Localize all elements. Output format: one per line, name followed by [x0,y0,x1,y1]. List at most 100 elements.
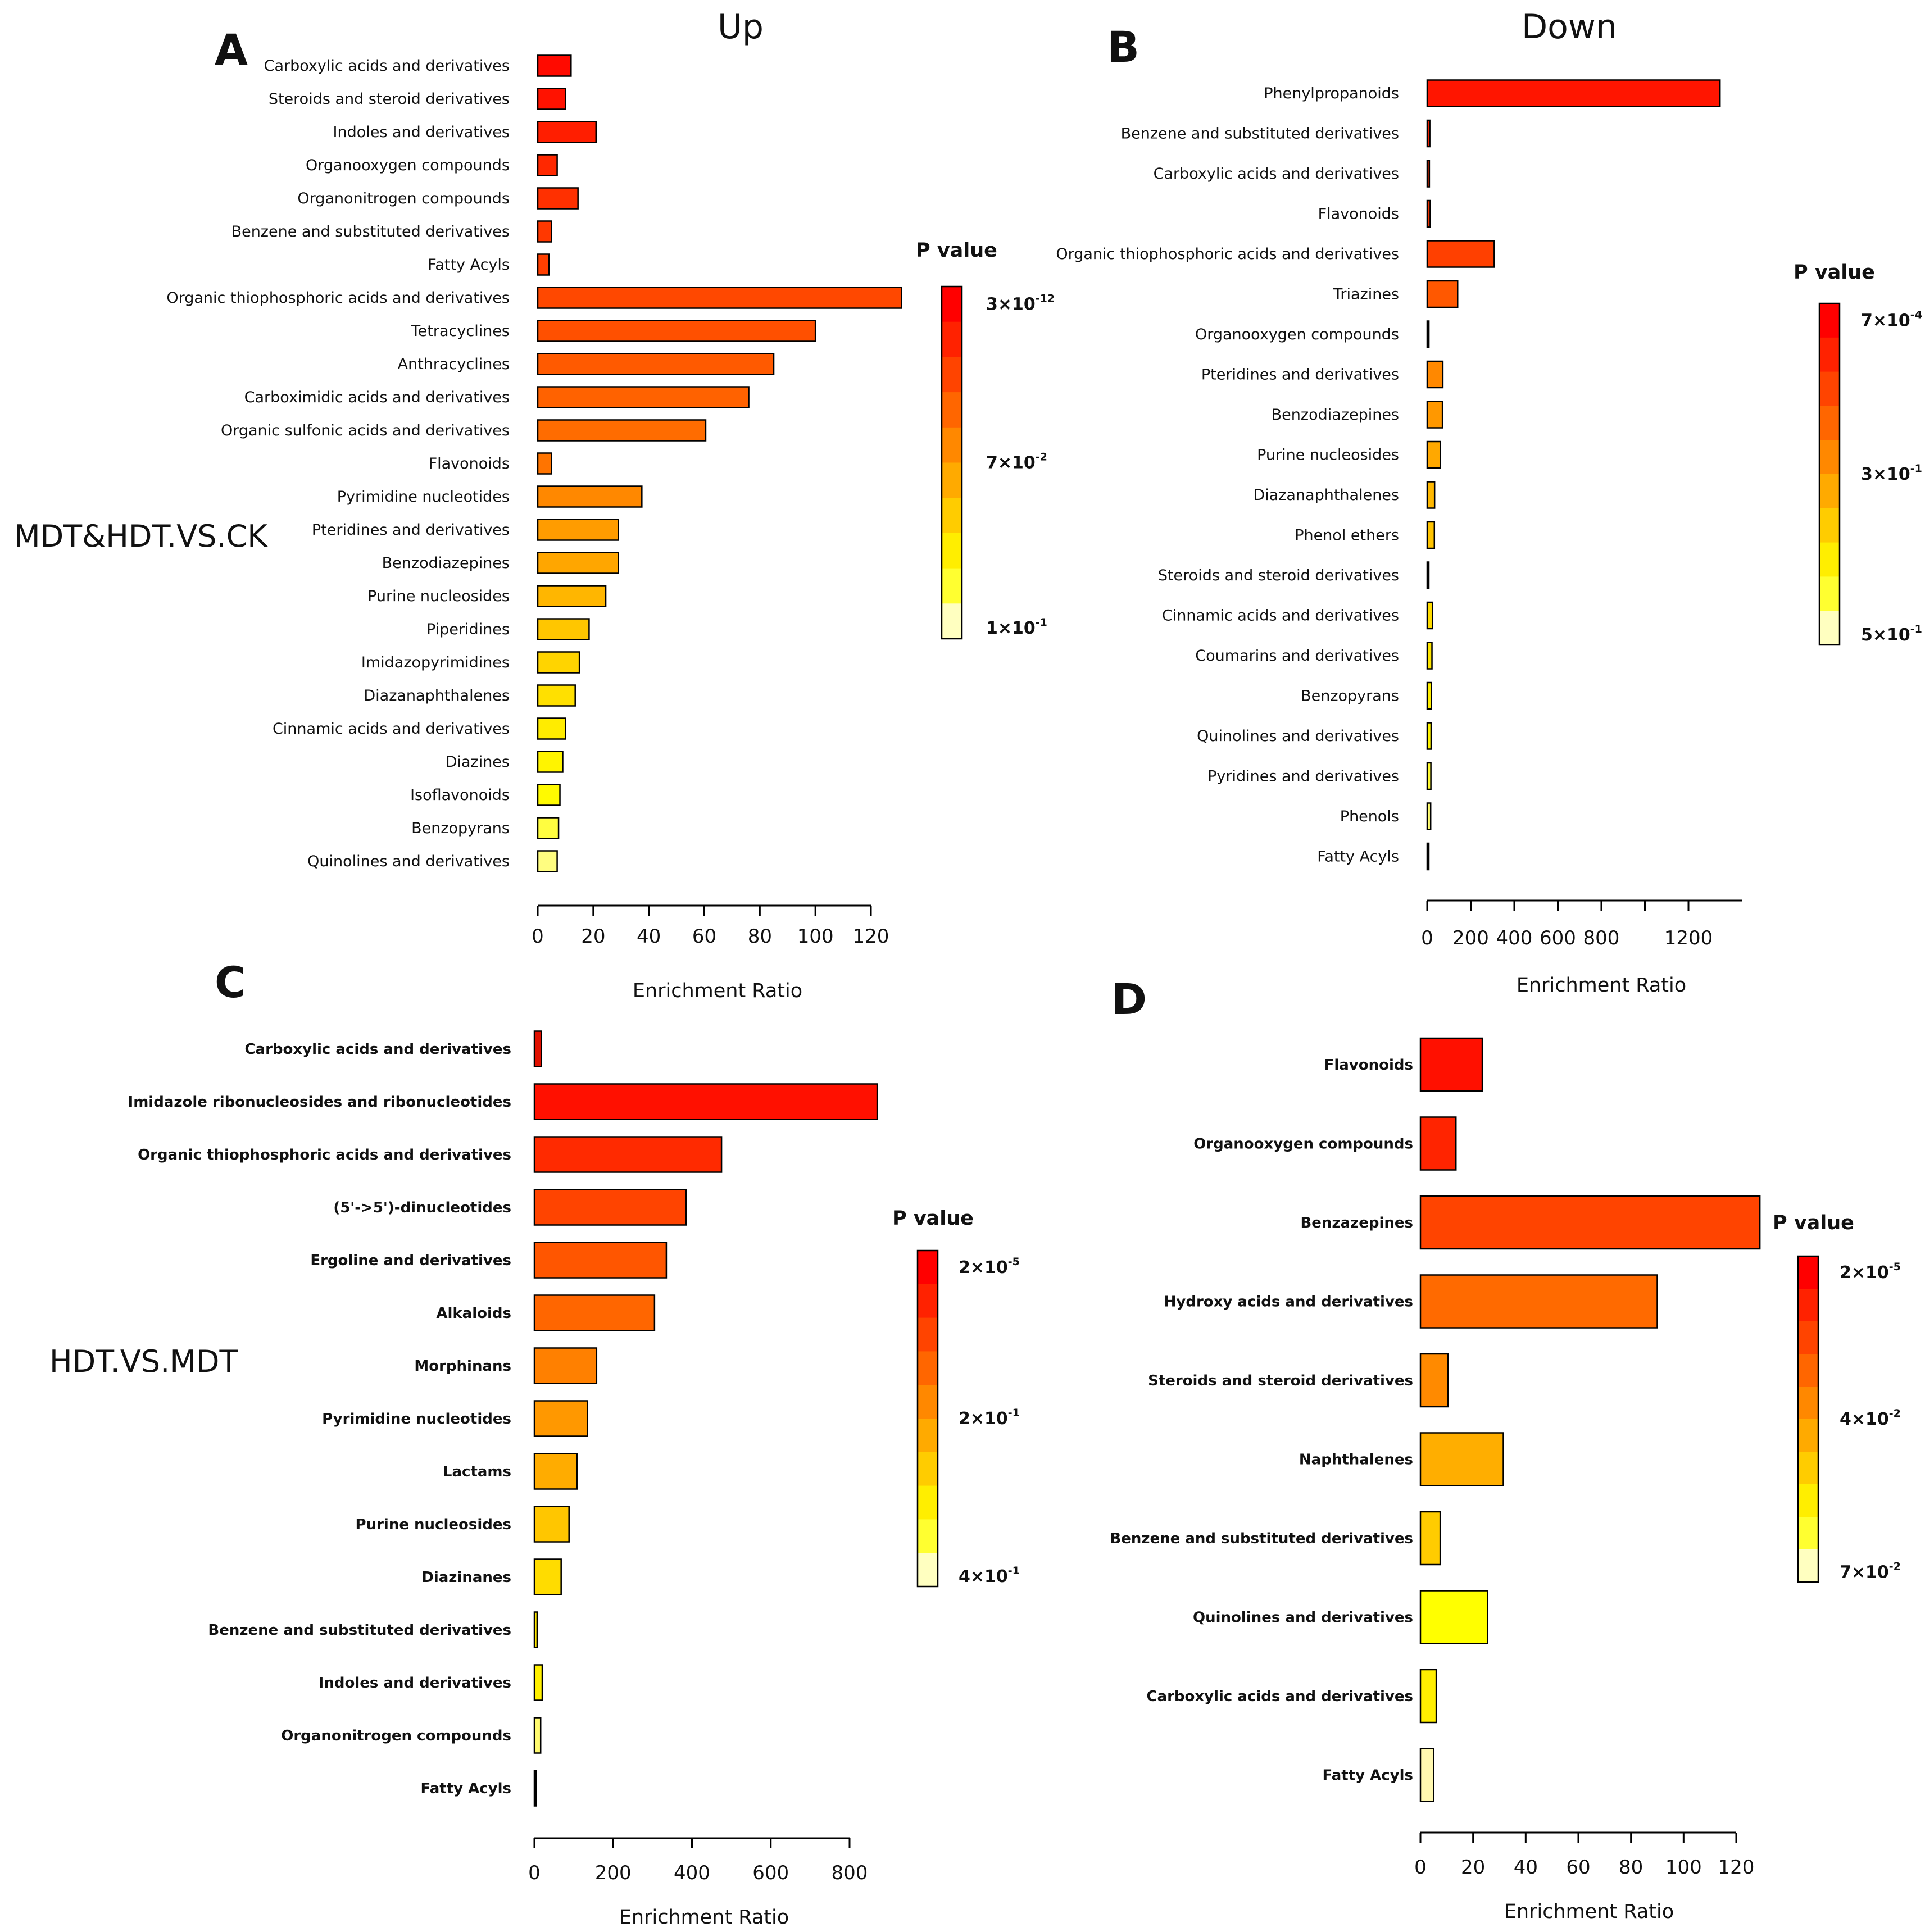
panel-d: D Flavonoids Organooxygen compounds Benzaze… [1110,974,1900,1923]
panel-letter: B [1107,22,1139,72]
legend-exponent: -12 [1036,292,1055,304]
legend-frame [1797,1255,1819,1583]
category-label: Carboximidic acids and derivatives [244,389,510,406]
bar-fatty-acyls [537,253,550,276]
legend-exponent: -2 [1889,1561,1901,1573]
legend-tick-label: 7×10-4 [1861,308,1922,330]
bar-phenols [1426,802,1432,830]
legend-swatch [1798,1256,1818,1289]
bar-organooxygen-compounds [1419,1116,1457,1171]
legend-swatch [918,1284,938,1319]
bar-organooxygen-compounds [537,154,558,176]
legend-title: P value [1773,1212,1854,1234]
x-tick-label: 0 [1414,1856,1427,1879]
bar-anthracyclines [537,353,775,375]
legend-swatch [942,603,962,639]
bar-tetracyclines [537,320,816,342]
bar-quinolines-and-derivatives [1419,1590,1488,1644]
legend-swatch [918,1251,938,1285]
legend-tick-label: 3×10-1 [1861,462,1922,484]
legend-mantissa: 1 [986,619,998,638]
bar-flavonoids [537,452,552,475]
x-tick-label: 200 [1452,927,1489,949]
x-tick-label: 120 [853,925,889,948]
bar-purine-nucleosides [533,1506,570,1543]
bar-fatty-acyls [1426,842,1430,871]
x-tick-label: 400 [1496,927,1533,949]
x-tick-label: 600 [752,1862,789,1884]
bar-cinnamic-acids-and-derivatives [537,717,566,740]
legend-tick-label: 5×10-1 [1861,623,1922,645]
legend-swatch [918,1351,938,1385]
category-label: Coumarins and derivatives [1195,647,1399,665]
legend-swatch [942,498,962,534]
legend-title: P value [892,1207,974,1230]
legend-mantissa: 3 [1861,465,1873,484]
legend-frame [916,1249,939,1588]
x-tick-label: 20 [581,925,605,948]
category-label: Carboxylic acids and derivatives [1154,165,1399,183]
bar-organic-thiophosphoric-acids-and-derivatives [537,287,902,309]
legend-swatch [1819,542,1840,577]
category-label: Carboxylic acids and derivatives [264,57,510,75]
legend-tick-label: 1×10-1 [986,616,1047,638]
category-label: Phenols [1340,808,1399,825]
legend-times: ×10 [1851,1563,1889,1583]
category-label: Purine nucleosides [1257,447,1399,464]
bar-organic-thiophosphoric-acids-and-derivatives [533,1136,723,1173]
x-axis-title: Enrichment Ratio [633,980,802,1002]
category-label: Phenylpropanoids [1264,85,1399,102]
category-label: Isoflavonoids [410,787,510,804]
x-tick-label: 1200 [1664,927,1713,949]
legend-swatch [918,1519,938,1553]
legend-swatch [1798,1387,1818,1420]
legend-exponent: -5 [1889,1261,1901,1273]
category-label: Benzodiazepines [382,554,510,572]
legend-times: ×10 [1873,465,1910,484]
bar-steroids-and-steroid-derivatives [1419,1353,1449,1408]
legend-exponent: -5 [1008,1256,1020,1268]
legend-frame [941,285,963,640]
legend-exponent: -1 [1008,1407,1020,1419]
category-label: Diazinanes [421,1569,511,1586]
category-label: Benzopyrans [1301,688,1399,705]
legend-swatch [1798,1419,1818,1452]
bar-steroids-and-steroid-derivatives [537,88,566,110]
bar-pyrimidine-nucleotides [533,1400,588,1437]
category-label: Organic sulfonic acids and derivatives [221,422,510,439]
legend-swatch [1819,303,1840,338]
category-label: Organooxygen compounds [1193,1136,1413,1153]
bar-phenol-ethers [1426,521,1436,549]
category-label: Organic thiophosphoric acids and derivat… [1056,246,1399,263]
legend-tick-label: 3×10-12 [986,292,1055,314]
x-tick-label: 80 [1619,1856,1643,1879]
bar-imidazole-ribonucleosides-and-ribonucleotides [533,1083,878,1120]
legend-mantissa: 3 [986,294,998,314]
legend-times: ×10 [970,1567,1008,1586]
bar-cinnamic-acids-and-derivatives [1426,601,1433,630]
category-label: Flavonoids [429,455,510,472]
x-tick-label: 200 [595,1862,632,1884]
category-label: Imidazopyrimidines [361,654,510,671]
bar-diazanaphthalenes [1426,481,1436,509]
panel-a: A Up Carboxylic acids and derivatives Stero… [166,7,1055,1002]
x-tick-label: 100 [797,925,834,948]
legend-times: ×10 [1851,1263,1889,1283]
comparison-label-top: MDT&HDT.VS.CK [14,519,268,554]
legend-swatch [918,1553,938,1587]
x-axis-title: Enrichment Ratio [1517,974,1686,997]
category-label: Quinolines and derivatives [307,853,510,870]
legend-swatch [942,533,962,569]
legend-swatch [1819,576,1840,611]
panel-letter: A [215,25,248,75]
bar-imidazopyrimidines [537,651,580,674]
bar-flavonoids [1419,1037,1483,1092]
category-label: Cinnamic acids and derivatives [273,720,510,738]
legend-swatch [1798,1517,1818,1550]
bar-pyrimidine-nucleotides [537,485,643,508]
category-label: Diazines [446,753,510,771]
bar-piperidines [537,618,590,640]
category-label: Benzene and substituted derivatives [231,223,510,240]
category-label: Organonitrogen compounds [297,190,510,207]
